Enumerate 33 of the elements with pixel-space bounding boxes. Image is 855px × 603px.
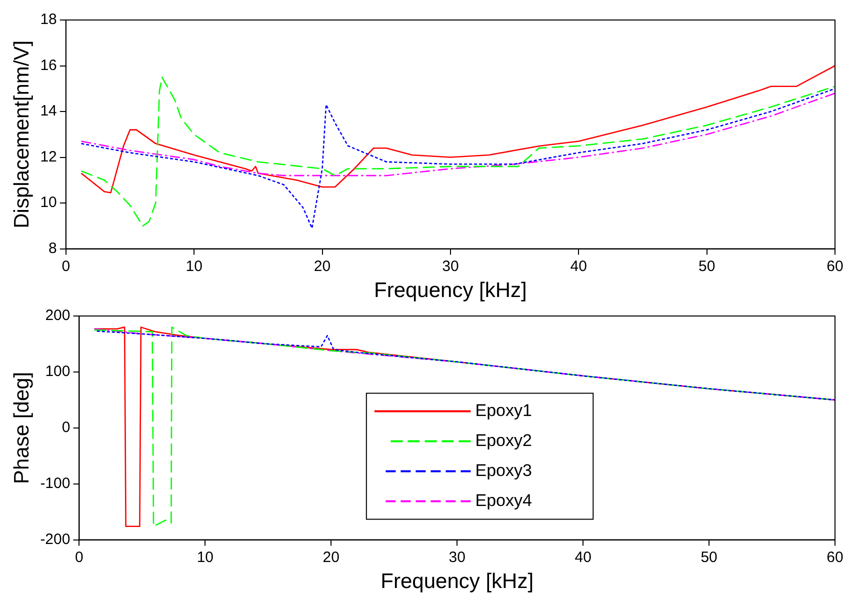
y-tick-label: 0 bbox=[62, 419, 70, 436]
x-tick-label: 40 bbox=[570, 258, 587, 275]
legend-label: Epoxy4 bbox=[475, 490, 532, 510]
x-tick-label: 30 bbox=[442, 258, 459, 275]
y-tick-label: 18 bbox=[40, 11, 57, 28]
y-tick-label: 14 bbox=[40, 102, 57, 120]
y-tick-label: 200 bbox=[45, 307, 70, 324]
x-axis-title: Frequency [kHz] bbox=[374, 279, 527, 302]
line-series bbox=[80, 92, 835, 176]
x-axis-title: Frequency [kHz] bbox=[380, 570, 534, 594]
x-tick-label: 50 bbox=[698, 258, 716, 275]
legend-label: Epoxy3 bbox=[475, 460, 532, 480]
x-tick-label: 10 bbox=[186, 258, 202, 275]
y-tick-label: 8 bbox=[48, 240, 57, 257]
x-tick-label: 20 bbox=[314, 258, 331, 275]
y-tick-label: 10 bbox=[40, 194, 57, 212]
y-tick-label: -200 bbox=[40, 530, 70, 548]
x-tick-label: 40 bbox=[574, 548, 592, 566]
x-tick-label: 10 bbox=[196, 548, 214, 566]
x-tick-label: 0 bbox=[75, 548, 84, 566]
y-tick-label: 12 bbox=[40, 148, 57, 166]
x-tick-label: 60 bbox=[826, 258, 844, 275]
y-tick-label: 16 bbox=[40, 56, 57, 74]
x-tick-label: 60 bbox=[826, 548, 844, 566]
legend-label: Epoxy2 bbox=[475, 430, 532, 450]
series-label: Epoxy1 bbox=[475, 400, 532, 420]
x-tick-label: 50 bbox=[700, 548, 718, 566]
x-tick-label: 20 bbox=[322, 548, 340, 566]
y-axis-title: Phase [deg] bbox=[10, 372, 34, 484]
y-tick-label: 100 bbox=[45, 363, 70, 380]
y-tick-label: -100 bbox=[40, 474, 70, 492]
y-axis-title: Displacement[nm/V] bbox=[10, 40, 34, 228]
x-tick-label: 30 bbox=[448, 548, 466, 566]
